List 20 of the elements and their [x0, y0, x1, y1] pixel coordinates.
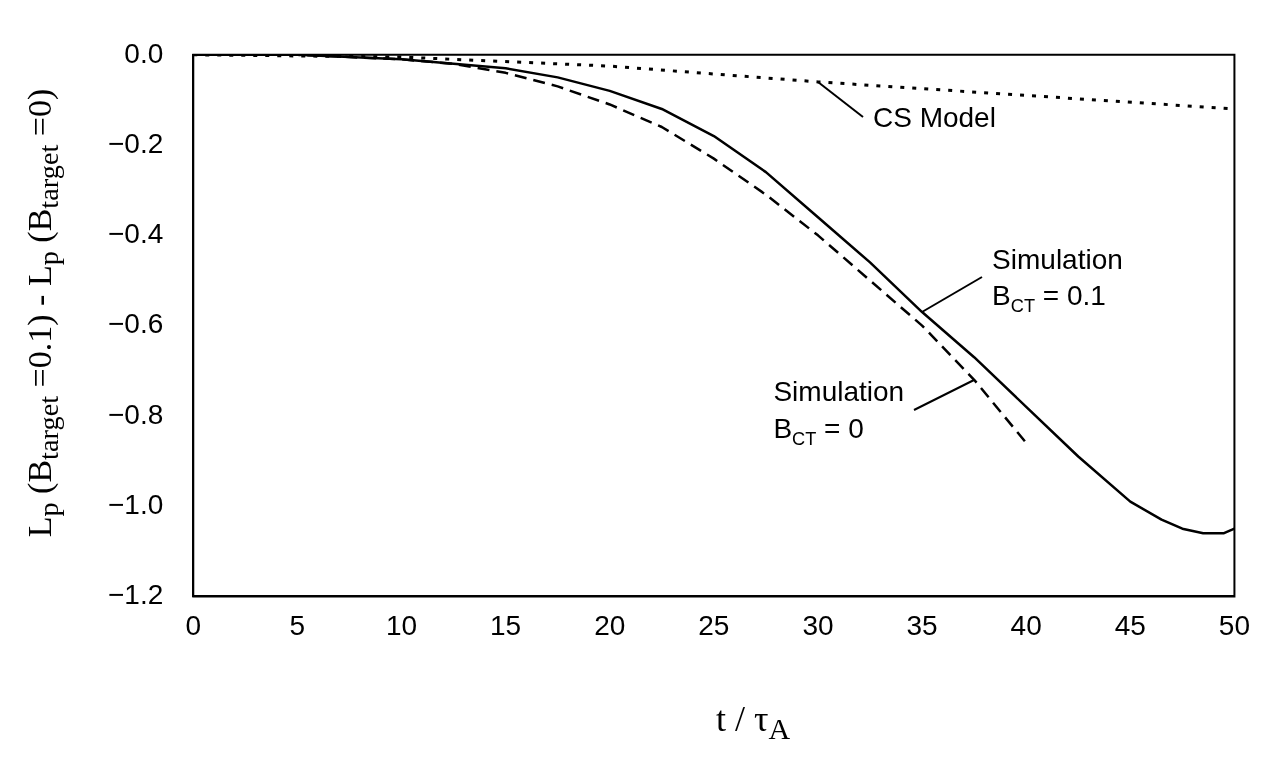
y-tick-label: −0.8: [107, 398, 164, 430]
x-tick-label: 25: [698, 609, 730, 641]
x-tick-label: 5: [289, 609, 306, 641]
x-tick-label: 20: [594, 609, 626, 641]
x-tick-label: 50: [1218, 609, 1251, 641]
y-tick-label: −0.4: [107, 218, 164, 250]
y-tick-label: −0.6: [107, 308, 164, 340]
x-tick-label: 0: [185, 609, 202, 641]
x-tick-label: 35: [906, 609, 938, 641]
x-tick-label: 15: [490, 609, 522, 641]
y-tick-label: −0.2: [107, 127, 164, 159]
x-tick-label: 30: [802, 609, 834, 641]
x-tick-label: 10: [385, 609, 418, 641]
y-tick-label: 0.0: [124, 37, 164, 69]
y-tick-label: −1.2: [107, 579, 164, 611]
x-tick-label: 45: [1114, 609, 1146, 641]
y-tick-label: −1.0: [107, 488, 164, 520]
annotation: CS Model: [872, 101, 996, 133]
x-axis-title: t / τ$_{A}$: [715, 698, 791, 747]
x-tick-label: 40: [1010, 609, 1042, 641]
